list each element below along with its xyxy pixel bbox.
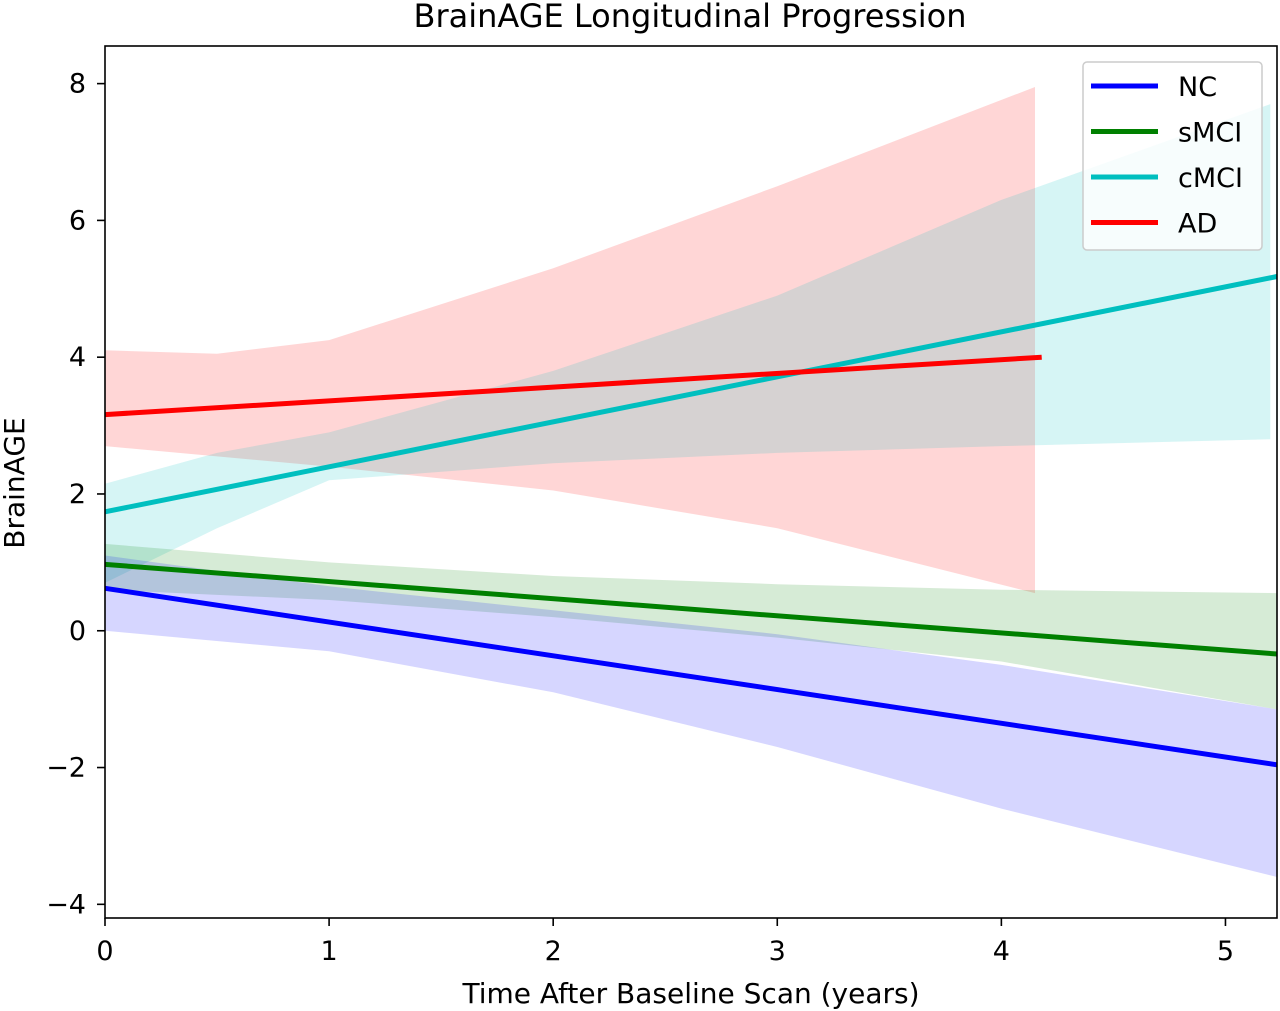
y-tick-label: −2: [46, 753, 86, 784]
line-cmci: [104, 274, 1278, 515]
x-tick-label: 4: [993, 936, 1010, 967]
series-lines: [104, 274, 1278, 768]
plot-frame: [104, 45, 1278, 919]
legend: NC sMCI cMCI AD: [1082, 61, 1263, 251]
legend-frame: [1082, 61, 1263, 251]
band-cmci: [105, 104, 1271, 583]
x-tick-label: 2: [545, 936, 562, 967]
legend-label-smci: sMCI: [1178, 118, 1242, 149]
y-axis-ticks: −4 −2 0 2 4 6 8: [46, 69, 105, 920]
y-axis-label: BrainAGE: [0, 417, 31, 548]
x-axis-ticks: 0 1 2 3 4 5: [96, 918, 1234, 967]
band-nc: [105, 555, 1277, 877]
y-tick-label: 6: [69, 205, 86, 236]
legend-label-ad: AD: [1178, 209, 1217, 240]
y-tick-label: 2: [69, 479, 86, 510]
legend-label-nc: NC: [1178, 72, 1217, 103]
x-tick-label: 5: [1217, 936, 1234, 967]
line-nc: [104, 585, 1278, 768]
x-tick-label: 3: [769, 936, 786, 967]
x-tick-label: 0: [96, 936, 113, 967]
chart-title: BrainAGE Longitudinal Progression: [413, 0, 966, 35]
y-tick-label: −4: [46, 889, 86, 920]
line-ad: [104, 354, 1042, 418]
y-tick-label: 8: [69, 69, 86, 100]
y-tick-label: 0: [69, 616, 86, 647]
x-tick-label: 1: [320, 936, 337, 967]
y-tick-label: 4: [69, 342, 86, 373]
x-axis-label: Time After Baseline Scan (years): [461, 977, 919, 1010]
line-smci: [104, 561, 1278, 657]
legend-label-cmci: cMCI: [1178, 163, 1243, 194]
